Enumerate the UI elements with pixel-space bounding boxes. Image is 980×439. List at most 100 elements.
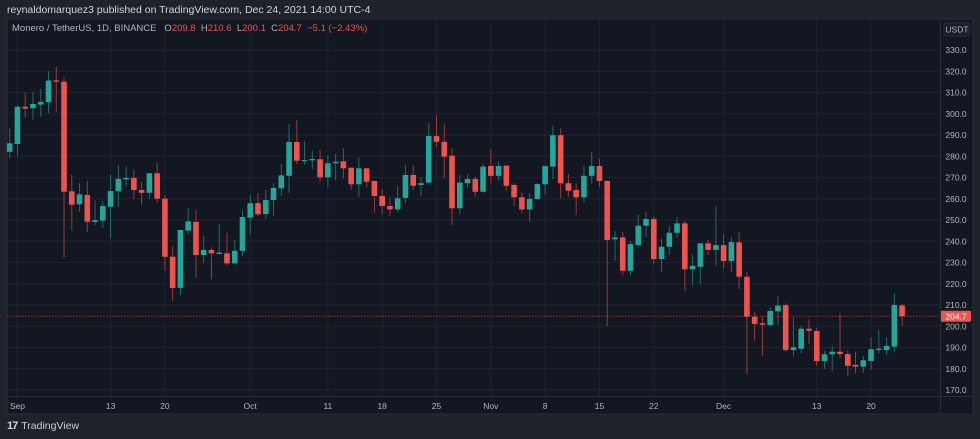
candle[interactable] xyxy=(573,183,579,215)
candle[interactable] xyxy=(666,226,673,256)
candle[interactable] xyxy=(332,153,339,181)
candle[interactable] xyxy=(619,231,626,276)
candle[interactable] xyxy=(371,180,378,213)
candle[interactable] xyxy=(650,216,657,265)
candle[interactable] xyxy=(519,192,525,213)
candle[interactable] xyxy=(596,158,603,187)
candle[interactable] xyxy=(441,123,448,179)
candle[interactable] xyxy=(433,115,440,147)
candle[interactable] xyxy=(286,123,292,193)
candle[interactable] xyxy=(728,237,735,272)
candle[interactable] xyxy=(301,141,308,165)
symbol-name[interactable]: Monero / TetherUS, 1D, BINANCE xyxy=(12,23,157,34)
candle[interactable] xyxy=(138,181,145,205)
candle[interactable] xyxy=(193,210,199,278)
candle[interactable] xyxy=(162,194,168,271)
candle[interactable] xyxy=(720,234,727,269)
candle[interactable] xyxy=(425,122,432,185)
candle[interactable] xyxy=(309,150,316,170)
candle[interactable] xyxy=(53,66,60,112)
candle[interactable] xyxy=(68,174,75,231)
candle[interactable] xyxy=(736,232,742,289)
candle[interactable] xyxy=(511,183,517,207)
candle[interactable] xyxy=(860,356,867,373)
candle[interactable] xyxy=(829,345,836,371)
candle[interactable] xyxy=(363,167,370,188)
candle[interactable] xyxy=(154,163,160,203)
candle[interactable] xyxy=(852,351,859,374)
candle[interactable] xyxy=(876,330,882,354)
candle[interactable] xyxy=(883,337,890,355)
candle[interactable] xyxy=(394,186,401,213)
candle[interactable] xyxy=(495,161,502,181)
price-axis[interactable]: 170.0 180.0 190.0 200.0 210.0 220.0 230.0 240.0… xyxy=(945,45,967,395)
candle[interactable] xyxy=(61,78,67,258)
candle[interactable] xyxy=(146,173,153,199)
candle[interactable] xyxy=(821,350,828,369)
candle[interactable] xyxy=(340,148,347,179)
candle[interactable] xyxy=(534,183,541,201)
time-axis[interactable]: Sep 13 20 Oct 11 18 25 Nov 8 15 22 Dec 13 20 xyxy=(10,401,876,411)
candle[interactable] xyxy=(790,317,797,357)
candle[interactable] xyxy=(643,211,649,237)
candle[interactable] xyxy=(37,89,44,117)
candle[interactable] xyxy=(565,174,572,197)
candle[interactable] xyxy=(208,247,215,280)
candle[interactable] xyxy=(262,190,269,219)
candle[interactable] xyxy=(200,235,207,263)
candle[interactable] xyxy=(899,303,905,327)
candle[interactable] xyxy=(30,92,36,120)
candle[interactable] xyxy=(115,164,122,208)
candle[interactable] xyxy=(488,149,494,184)
candle[interactable] xyxy=(410,165,417,191)
candle[interactable] xyxy=(356,157,362,197)
candle[interactable] xyxy=(767,307,773,328)
candle[interactable] xyxy=(557,128,564,199)
candle[interactable] xyxy=(526,193,533,222)
candle[interactable] xyxy=(713,205,719,266)
candle[interactable] xyxy=(604,180,611,327)
candle[interactable] xyxy=(185,208,191,235)
candle[interactable] xyxy=(294,119,300,165)
candle[interactable] xyxy=(123,166,129,187)
candle[interactable] xyxy=(131,170,137,199)
candle[interactable] xyxy=(705,239,711,256)
candle[interactable] xyxy=(231,239,238,265)
candle[interactable] xyxy=(348,167,354,190)
candle[interactable] xyxy=(759,316,766,356)
candle[interactable] xyxy=(744,271,750,375)
candle[interactable] xyxy=(503,165,510,191)
candle[interactable] xyxy=(588,151,595,184)
candle[interactable] xyxy=(169,245,176,301)
candle[interactable] xyxy=(239,210,246,257)
candle[interactable] xyxy=(798,326,805,354)
candle[interactable] xyxy=(612,231,618,261)
candle[interactable] xyxy=(270,183,277,217)
candle[interactable] xyxy=(387,197,393,217)
candle[interactable] xyxy=(45,71,52,114)
candle[interactable] xyxy=(92,200,98,226)
candle[interactable] xyxy=(542,166,548,195)
candle[interactable] xyxy=(76,183,83,212)
candle[interactable] xyxy=(837,313,843,359)
candle[interactable] xyxy=(278,164,285,196)
candle[interactable] xyxy=(891,293,898,353)
candle[interactable] xyxy=(480,163,486,193)
candle[interactable] xyxy=(806,319,812,345)
candle[interactable] xyxy=(456,174,463,215)
candle[interactable] xyxy=(418,177,424,196)
candle[interactable] xyxy=(22,92,29,118)
candle[interactable] xyxy=(775,296,781,325)
candle[interactable] xyxy=(107,174,114,239)
candle[interactable] xyxy=(635,214,642,247)
candle[interactable] xyxy=(674,217,680,238)
tradingview-logo-icon[interactable]: 17 xyxy=(7,420,18,432)
candle[interactable] xyxy=(658,238,665,272)
brand-name[interactable]: TradingView xyxy=(21,420,80,432)
candle[interactable] xyxy=(868,337,874,371)
candle[interactable] xyxy=(224,232,230,266)
candle[interactable] xyxy=(449,148,455,226)
candle[interactable] xyxy=(100,201,106,228)
currency-badge[interactable] xyxy=(943,22,971,37)
